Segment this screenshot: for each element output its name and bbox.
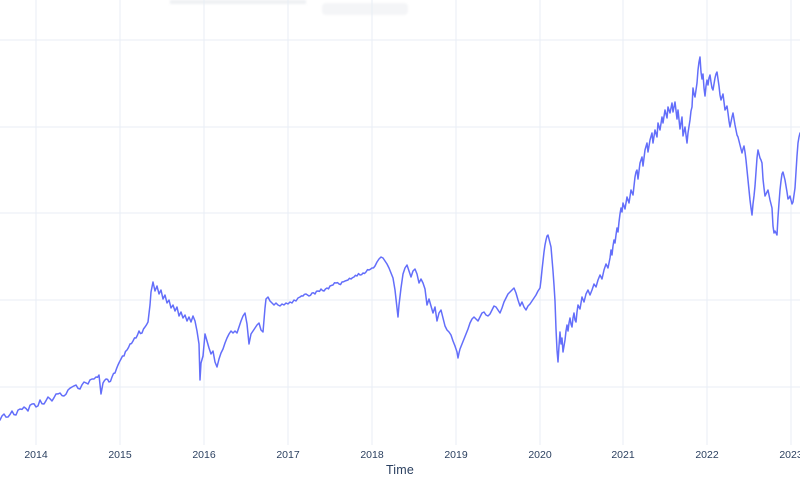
x-tick-label: 2018 xyxy=(360,449,384,461)
price-line xyxy=(0,56,800,421)
x-tick-label: 2014 xyxy=(24,449,48,461)
x-tick-label: 2017 xyxy=(276,449,300,461)
x-tick-label: 2020 xyxy=(528,449,552,461)
x-tick-label: 2019 xyxy=(444,449,468,461)
x-tick-label: 2023 xyxy=(779,449,800,461)
x-tick-label: 2016 xyxy=(192,449,216,461)
x-tick-label: 2022 xyxy=(695,449,719,461)
x-tick-label: 2021 xyxy=(611,449,635,461)
x-axis-title: Time xyxy=(385,463,415,477)
x-tick-label: 2015 xyxy=(108,449,132,461)
